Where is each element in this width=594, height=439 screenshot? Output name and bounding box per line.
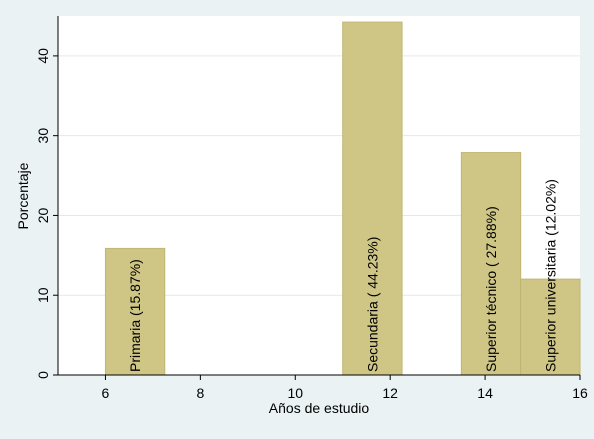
y-axis-label: Porcentaje	[15, 162, 31, 229]
bar	[342, 21, 403, 376]
bar-label: Secundaria ( 44.23%)	[364, 237, 380, 372]
y-tick-label: 20	[35, 207, 51, 223]
bar-label: Superior técnico ( 27.88%)	[483, 206, 499, 372]
y-tick-label: 30	[35, 128, 51, 144]
bar	[104, 247, 166, 376]
x-tick-label: 10	[287, 385, 303, 401]
y-tick-label: 0	[35, 371, 51, 379]
y-tick-label: 10	[35, 287, 51, 303]
x-tick-label: 16	[572, 385, 588, 401]
bar-label: Superior universitaria (12.02%)	[542, 179, 558, 372]
x-tick-label: 12	[382, 385, 398, 401]
x-tick-label: 14	[477, 385, 493, 401]
x-tick-label: 6	[102, 385, 110, 401]
y-tick-label: 40	[35, 48, 51, 64]
axes: 0 10 20 30 40 6 8 10 12 14 16	[35, 16, 588, 401]
bar-label: Primaria (15.87%)	[127, 259, 143, 372]
x-axis-label: Años de estudio	[269, 400, 370, 416]
x-tick-label: 8	[196, 385, 204, 401]
bar	[520, 278, 581, 376]
